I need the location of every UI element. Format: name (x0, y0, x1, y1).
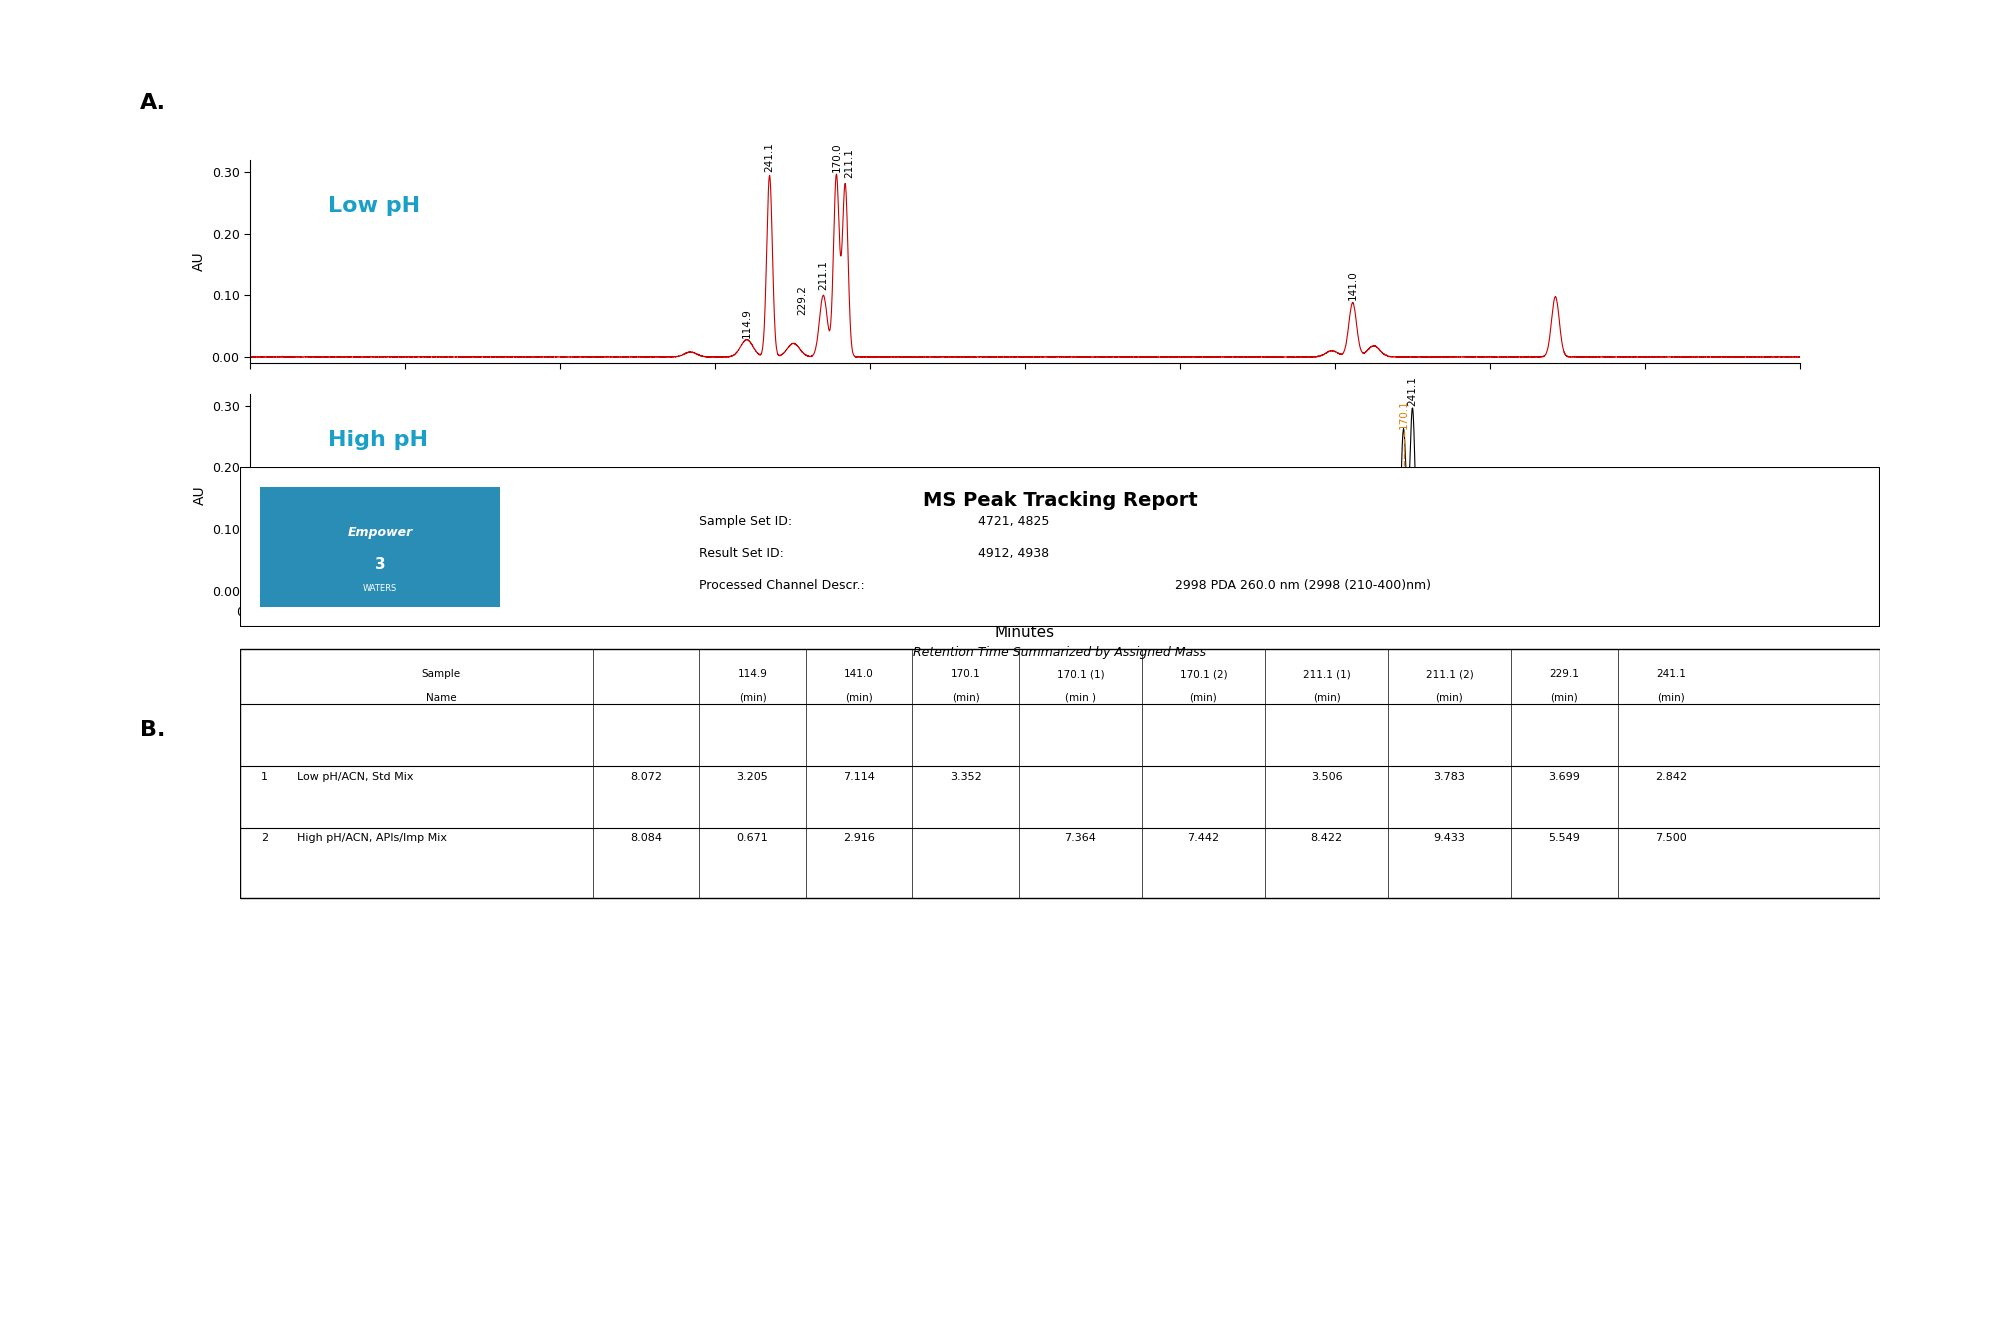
Text: 7.114: 7.114 (844, 772, 876, 782)
Text: Retention Time Summarized by Assigned Mass: Retention Time Summarized by Assigned Ma… (914, 645, 1206, 659)
Text: 4912, 4938: 4912, 4938 (978, 547, 1050, 560)
Text: 7.500: 7.500 (1656, 833, 1686, 844)
Text: 3.352: 3.352 (950, 772, 982, 782)
Text: Sample: Sample (422, 669, 460, 680)
Text: 114.9: 114.9 (350, 525, 360, 555)
Text: 5.549: 5.549 (1548, 833, 1580, 844)
Text: Sample Set ID:: Sample Set ID: (700, 515, 792, 528)
Text: 2.842: 2.842 (1654, 772, 1686, 782)
Text: 8.084: 8.084 (630, 833, 662, 844)
Text: 8.072: 8.072 (630, 772, 662, 782)
Text: 211.1: 211.1 (1550, 500, 1560, 531)
Text: 3.699: 3.699 (1548, 772, 1580, 782)
Text: 7.364: 7.364 (1064, 833, 1096, 844)
Text: 241.1: 241.1 (1408, 376, 1418, 405)
Text: 170.1 (1): 170.1 (1) (1056, 669, 1104, 680)
X-axis label: Minutes: Minutes (994, 625, 1056, 640)
FancyBboxPatch shape (256, 484, 504, 609)
Text: 2998 PDA 260.0 nm (2998 (210-400)nm): 2998 PDA 260.0 nm (2998 (210-400)nm) (1174, 579, 1430, 592)
Text: 3.506: 3.506 (1310, 772, 1342, 782)
Text: (min): (min) (846, 693, 872, 702)
Text: 114.9: 114.9 (742, 309, 752, 339)
Text: 170.0: 170.0 (832, 143, 842, 172)
Text: (min): (min) (1436, 693, 1464, 702)
Text: (min): (min) (738, 693, 766, 702)
Text: Empower: Empower (348, 525, 412, 539)
Text: 114.9: 114.9 (738, 669, 768, 680)
Text: 241.1: 241.1 (1656, 669, 1686, 680)
Text: B.: B. (140, 720, 166, 740)
Text: 0.671: 0.671 (736, 833, 768, 844)
Text: 211.1: 211.1 (844, 148, 854, 179)
Text: 3: 3 (374, 557, 386, 572)
Text: Low pH/ACN, Std Mix: Low pH/ACN, Std Mix (298, 772, 414, 782)
Y-axis label: AU: AU (192, 485, 206, 505)
Text: 170.1: 170.1 (1386, 507, 1396, 536)
Text: A.: A. (140, 93, 166, 113)
Text: 141.0: 141.0 (1348, 271, 1358, 300)
Text: 141.0: 141.0 (696, 488, 706, 519)
Text: 170.1: 170.1 (1398, 400, 1408, 429)
Text: 4721, 4825: 4721, 4825 (978, 515, 1050, 528)
Text: MS Peak Tracking Report: MS Peak Tracking Report (922, 491, 1198, 509)
Text: Name: Name (426, 693, 456, 702)
Text: Result Set ID:: Result Set ID: (700, 547, 784, 560)
Text: Processed Channel Descr.:: Processed Channel Descr.: (700, 579, 864, 592)
Text: (min): (min) (1312, 693, 1340, 702)
Text: High pH/ACN, APIs/Imp Mix: High pH/ACN, APIs/Imp Mix (298, 833, 448, 844)
Bar (240, 649, 1880, 898)
Text: (min ): (min ) (1064, 693, 1096, 702)
Text: 1: 1 (262, 772, 268, 782)
Text: 170.1 (2): 170.1 (2) (1180, 669, 1228, 680)
Text: (min): (min) (1190, 693, 1218, 702)
Text: 9.433: 9.433 (1434, 833, 1466, 844)
Text: 211.1: 211.1 (818, 260, 828, 291)
Text: High pH: High pH (328, 431, 428, 451)
Text: WATERS: WATERS (362, 584, 398, 593)
Text: 211.1: 211.1 (1708, 515, 1718, 544)
Text: 241.1: 241.1 (764, 143, 774, 172)
Text: 170.1: 170.1 (950, 669, 980, 680)
Text: 2: 2 (262, 833, 268, 844)
Text: (min): (min) (1550, 693, 1578, 702)
Text: 141.0: 141.0 (844, 669, 874, 680)
Text: 211.1 (2): 211.1 (2) (1426, 669, 1474, 680)
Text: 8.422: 8.422 (1310, 833, 1342, 844)
Text: (min): (min) (952, 693, 980, 702)
Text: (min): (min) (1658, 693, 1684, 702)
Text: 7.442: 7.442 (1188, 833, 1220, 844)
Text: 211.1 (1): 211.1 (1) (1302, 669, 1350, 680)
Text: 3.205: 3.205 (736, 772, 768, 782)
Text: 2.916: 2.916 (844, 833, 876, 844)
Text: 229.1: 229.1 (1550, 669, 1580, 680)
Text: 3.783: 3.783 (1434, 772, 1466, 782)
Y-axis label: AU: AU (192, 252, 206, 272)
FancyBboxPatch shape (240, 467, 1880, 627)
Text: 229.2: 229.2 (796, 285, 806, 315)
Text: 229.2: 229.2 (1106, 519, 1116, 549)
Text: Low pH: Low pH (328, 196, 420, 216)
